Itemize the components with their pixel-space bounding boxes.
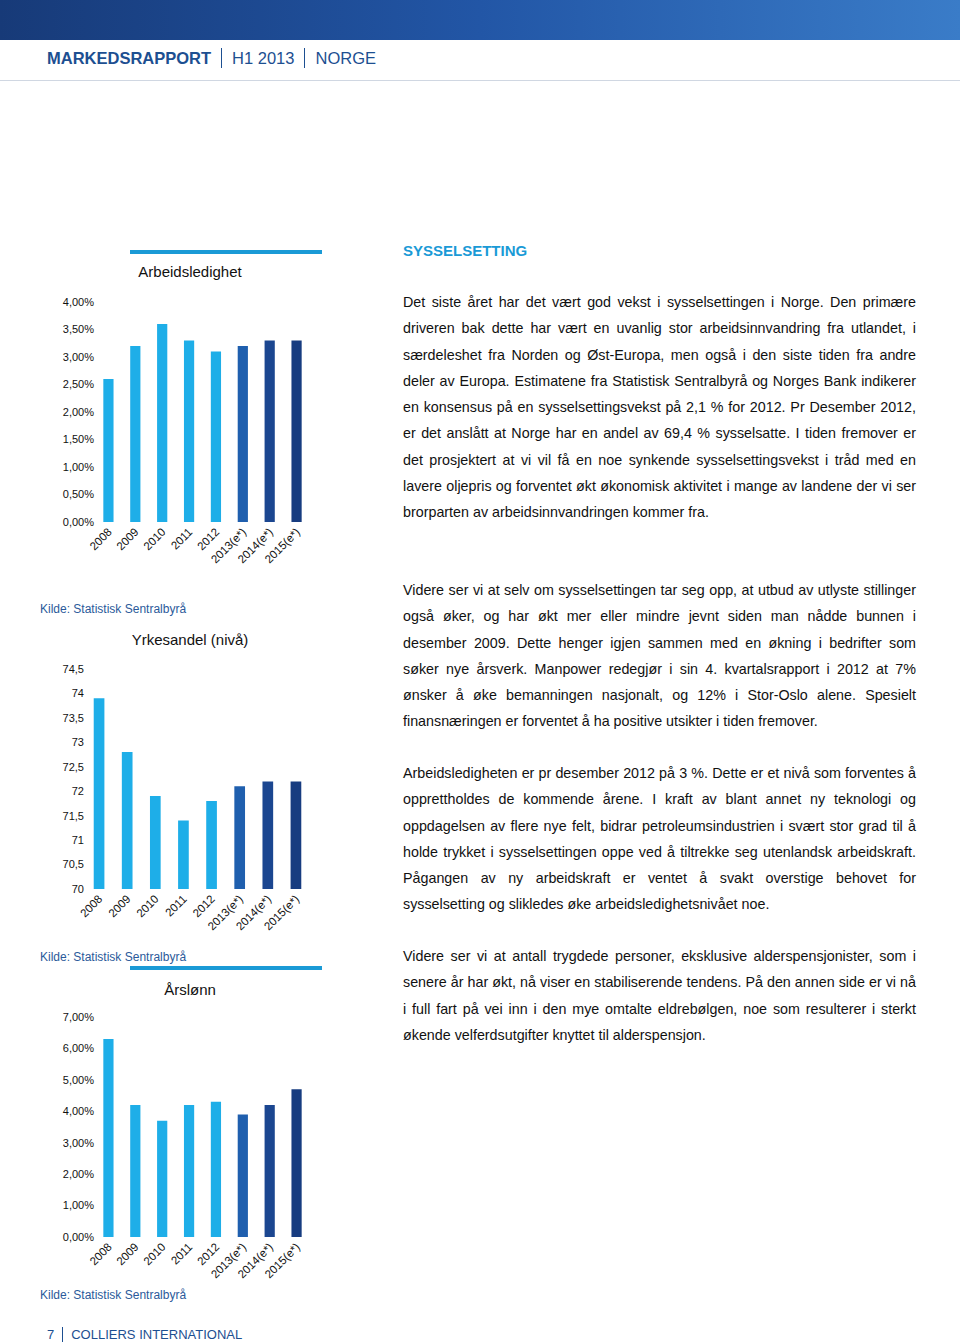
svg-text:2011: 2011: [163, 893, 189, 919]
svg-text:2,50%: 2,50%: [63, 378, 94, 390]
svg-text:73,5: 73,5: [63, 712, 84, 724]
html-text:NORGE: NORGE: [315, 49, 376, 67]
svg-text:2013(e*): 2013(e*): [205, 893, 245, 933]
svg-text:2015(e*): 2015(e*): [262, 1241, 302, 1281]
svg-text:2008: 2008: [87, 526, 114, 553]
svg-text:0,00%: 0,00%: [63, 516, 94, 528]
svg-text:2,00%: 2,00%: [63, 1168, 94, 1180]
svg-text:0,00%: 0,00%: [63, 1231, 94, 1243]
svg-text:2013(e*): 2013(e*): [209, 1241, 249, 1281]
svg-text:5,00%: 5,00%: [63, 1074, 94, 1086]
svg-text:4,00%: 4,00%: [63, 296, 94, 308]
svg-text:1,50%: 1,50%: [63, 433, 94, 445]
svg-text:70,5: 70,5: [63, 858, 84, 870]
svg-text:2010: 2010: [134, 893, 161, 920]
svg-text:71: 71: [72, 834, 84, 846]
html-text:7: 7: [47, 1327, 55, 1342]
svg-text:2012: 2012: [195, 1241, 222, 1268]
svg-text:2012: 2012: [195, 526, 222, 553]
svg-text:71,5: 71,5: [63, 810, 84, 822]
svg-text:7,00%: 7,00%: [63, 1011, 94, 1023]
html-text:Kilde: Statistisk Sentralbyrå: Kilde: Statistisk Sentralbyrå: [40, 602, 187, 616]
svg-text:1,00%: 1,00%: [63, 461, 94, 473]
svg-text:2009: 2009: [114, 526, 141, 553]
svg-text:2008: 2008: [87, 1241, 114, 1268]
svg-text:74,5: 74,5: [63, 663, 84, 675]
svg-text:73: 73: [72, 736, 84, 748]
svg-text:3,50%: 3,50%: [63, 323, 94, 335]
svg-text:2010: 2010: [141, 526, 168, 553]
svg-text:Yrkesandel (nivå): Yrkesandel (nivå): [132, 631, 249, 648]
html-text:Videre ser vi at antall trygde: Videre ser vi at antall trygdede persone…: [403, 948, 916, 1043]
html-text:Arbeidsledigheten er pr desemb: Arbeidsledigheten er pr desember 2012 på…: [403, 765, 916, 913]
svg-text:2009: 2009: [114, 1241, 141, 1268]
svg-text:Årslønn: Årslønn: [164, 981, 216, 998]
svg-text:3,00%: 3,00%: [63, 1137, 94, 1149]
svg-text:6,00%: 6,00%: [63, 1042, 94, 1054]
svg-text:2008: 2008: [78, 893, 105, 920]
svg-text:2014(e*): 2014(e*): [235, 1241, 275, 1281]
svg-text:70: 70: [72, 883, 84, 895]
svg-text:2014(e*): 2014(e*): [234, 893, 274, 933]
svg-text:1,00%: 1,00%: [63, 1199, 94, 1211]
svg-text:2,00%: 2,00%: [63, 406, 94, 418]
html-text:SYSSELSETTING: SYSSELSETTING: [403, 242, 528, 259]
svg-text:2009: 2009: [106, 893, 133, 920]
svg-text:2014(e*): 2014(e*): [235, 526, 275, 566]
svg-text:2011: 2011: [169, 526, 195, 552]
html-text:Videre ser vi at selv om sysse: Videre ser vi at selv om sysselsettingen…: [403, 582, 916, 730]
svg-text:2011: 2011: [169, 1241, 195, 1267]
svg-text:4,00%: 4,00%: [63, 1105, 94, 1117]
svg-text:74: 74: [72, 687, 84, 699]
svg-text:Arbeidsledighet: Arbeidsledighet: [138, 263, 242, 280]
svg-text:3,00%: 3,00%: [63, 351, 94, 363]
svg-text:2015(e*): 2015(e*): [262, 526, 302, 566]
html-text:Det siste året har det vært go: Det siste året har det vært god vekst i …: [403, 294, 916, 521]
svg-text:2010: 2010: [141, 1241, 168, 1268]
html-text:Kilde: Statistisk Sentralbyrå: Kilde: Statistisk Sentralbyrå: [40, 950, 187, 964]
svg-text:72,5: 72,5: [63, 761, 84, 773]
svg-text:2012: 2012: [190, 893, 217, 920]
svg-text:2015(e*): 2015(e*): [262, 893, 302, 933]
svg-text:0,50%: 0,50%: [63, 488, 94, 500]
html-text:COLLIERS INTERNATIONAL: COLLIERS INTERNATIONAL: [71, 1327, 243, 1342]
html-text:MARKEDSRAPPORT: MARKEDSRAPPORT: [47, 49, 212, 67]
html-text:Kilde: Statistisk Sentralbyrå: Kilde: Statistisk Sentralbyrå: [40, 1288, 187, 1302]
svg-text:2013(e*): 2013(e*): [209, 526, 249, 566]
html-text:H1 2013: H1 2013: [232, 49, 295, 67]
svg-text:72: 72: [72, 785, 84, 797]
